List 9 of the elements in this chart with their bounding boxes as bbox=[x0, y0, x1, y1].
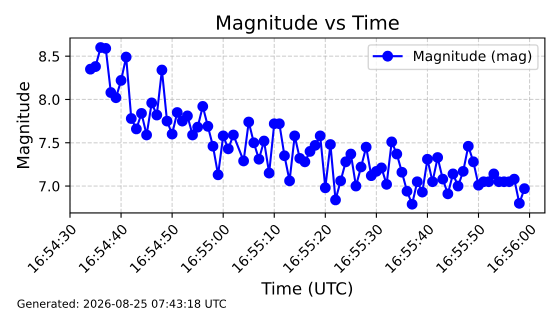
chart-title: Magnitude vs Time bbox=[217, 14, 399, 34]
y-tick-label: 8.0 bbox=[39, 94, 60, 105]
y-tick-label: 7.0 bbox=[39, 181, 60, 192]
legend-label: Magnitude (mag) bbox=[414, 50, 532, 64]
y-tick-label: 8.5 bbox=[39, 51, 60, 62]
y-axis-title: Magnitude bbox=[16, 82, 33, 168]
y-tick-label: 7.5 bbox=[39, 138, 60, 148]
x-axis-title: Time (UTC) bbox=[261, 282, 352, 297]
text: Generated: 2026-08-25 07:43:18 UTC bbox=[17, 299, 226, 308]
